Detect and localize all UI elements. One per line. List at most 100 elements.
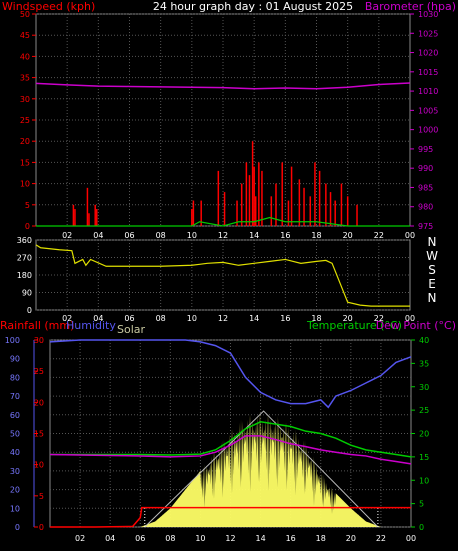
wind-x-tick-label: 16 — [280, 231, 290, 240]
bottom-x-tick-label: 06 — [135, 534, 145, 543]
humidity-y-tick-label: 20 — [10, 486, 20, 495]
wind-y-tick-label: 45 — [20, 31, 30, 40]
bottom-x-tick-label: 02 — [75, 534, 85, 543]
bottom-x-tick-label: 00 — [406, 534, 416, 543]
wind-direction-line — [35, 244, 410, 307]
wind-x-tick-label: 22 — [374, 231, 384, 240]
compass-letter: N — [428, 235, 437, 249]
barometer-y-tick-label: 995 — [418, 145, 433, 154]
wind-x-tick-label: 12 — [218, 231, 228, 240]
humidity-y-tick-label: 100 — [5, 336, 20, 345]
humidity-y-tick-label: 0 — [15, 523, 20, 532]
rain-y-tick-label: 20 — [34, 398, 44, 407]
wind-x-tick-label: 10 — [187, 231, 197, 240]
humidity-y-tick-label: 90 — [10, 355, 20, 364]
temperature-label: Temperature (°C) — [306, 319, 402, 332]
temperature-y-tick-label: 40 — [419, 336, 429, 345]
humidity-y-tick-label: 40 — [10, 448, 20, 457]
bottom-x-axis: 02 04 06 08 10 12 14 16 18 20 22 00 — [75, 534, 416, 543]
direction-x-tick-label: 10 — [187, 314, 197, 323]
direction-x-tick-label: 00 — [405, 314, 415, 323]
rain-y-tick-label: 0 — [39, 523, 44, 532]
barometer-y-tick-label: 990 — [418, 164, 433, 173]
temperature-y-tick-label: 10 — [419, 476, 429, 485]
temperature-y-tick-label: 15 — [419, 453, 429, 462]
dewpoint-label: Dew Point (°C) — [376, 319, 456, 332]
wind-y-tick-label: 40 — [20, 52, 30, 61]
rainfall-line — [50, 506, 411, 528]
temperature-y-tick-label: 30 — [419, 383, 429, 392]
wind-x-tick-label: 04 — [93, 231, 103, 240]
temperature-y-tick-label: 5 — [419, 500, 424, 509]
wind-x-tick-label: 18 — [311, 231, 321, 240]
wind-x-tick-label: 06 — [124, 231, 134, 240]
wind-series — [35, 82, 411, 227]
compass-letter: N — [428, 291, 437, 305]
direction-y-tick-label: 270 — [17, 254, 32, 263]
chart-title: 24 hour graph day : 01 August 2025 — [153, 0, 353, 13]
rain-y-tick-label: 5 — [39, 492, 44, 501]
temperature-y-tick-label: 20 — [419, 430, 429, 439]
direction-grid — [36, 239, 410, 311]
solar-series — [140, 410, 381, 528]
compass-letter: E — [428, 277, 436, 291]
bottom-x-tick-label: 18 — [316, 534, 326, 543]
bottom-x-tick-label: 08 — [165, 534, 175, 543]
rain-y-tick-label: 15 — [34, 430, 44, 439]
wind-x-tick-label: 00 — [405, 231, 415, 240]
dewpoint-line — [49, 435, 412, 465]
direction-x-tick-label: 04 — [93, 314, 103, 323]
barometer-y-tick-label: 1030 — [418, 10, 438, 19]
temp-humidity-chart: 0 10 20 30 40 50 60 70 80 90 100 0 5 10 15 20 25 30 0 5 10… — [5, 336, 429, 543]
wind-y-tick-label: 35 — [20, 74, 30, 83]
wind-y-tick-label: 10 — [20, 180, 30, 189]
humidity-label: Humidity — [66, 319, 116, 332]
humidity-y-tick-label: 80 — [10, 373, 20, 382]
rain-y-axis: 0 5 10 15 20 25 30 — [33, 336, 44, 532]
direction-x-tick-label: 20 — [343, 314, 353, 323]
humidity-y-axis: 0 10 20 30 40 50 60 70 80 90 100 — [5, 336, 20, 532]
barometer-label: Barometer (hpa) — [365, 0, 456, 13]
bottom-x-tick-label: 14 — [255, 534, 265, 543]
barometer-y-tick-label: 1010 — [418, 87, 438, 96]
direction-series — [35, 244, 410, 307]
barometer-y-tick-label: 1005 — [418, 106, 438, 115]
humidity-y-tick-label: 50 — [10, 430, 20, 439]
temperature-y-tick-label: 35 — [419, 359, 429, 368]
temperature-line — [50, 421, 412, 458]
bottom-x-tick-label: 12 — [225, 534, 235, 543]
wind-y-tick-label: 50 — [20, 10, 30, 19]
direction-x-tick-label: 02 — [62, 314, 72, 323]
direction-x-tick-label: 08 — [156, 314, 166, 323]
wind-y-tick-label: 0 — [25, 222, 30, 231]
humidity-y-tick-label: 30 — [10, 467, 20, 476]
bottom-x-tick-label: 10 — [195, 534, 205, 543]
direction-y-tick-label: 180 — [17, 271, 32, 280]
direction-x-tick-label: 16 — [280, 314, 290, 323]
temperature-y-tick-label: 25 — [419, 406, 429, 415]
wind-y-tick-label: 15 — [20, 158, 30, 167]
direction-x-axis: 02 04 06 08 10 12 14 16 18 20 22 00 — [62, 314, 415, 323]
wind-grid — [36, 13, 410, 227]
bottom-x-tick-label: 22 — [376, 534, 386, 543]
barometer-y-tick-label: 1025 — [418, 29, 438, 38]
humidity-y-tick-label: 60 — [10, 411, 20, 420]
temperature-y-axis: 0 5 10 15 20 25 30 35 40 — [411, 336, 429, 532]
direction-y-tick-label: 90 — [22, 289, 32, 298]
barometer-line — [35, 82, 411, 90]
barometer-y-tick-label: 1015 — [418, 68, 438, 77]
windspeed-label: Windspeed (kph) — [2, 0, 95, 13]
wind-y-tick-label: 20 — [20, 137, 30, 146]
solar-max-envelope — [144, 410, 379, 528]
barometer-y-tick-label: 985 — [418, 183, 433, 192]
rain-y-tick-label: 10 — [34, 461, 44, 470]
rain-label: Rainfall (mm) — [0, 319, 74, 332]
barometer-y-tick-label: 980 — [418, 203, 433, 212]
rain-y-tick-label: 30 — [34, 336, 44, 345]
wind-x-tick-label: 14 — [249, 231, 259, 240]
bottom-x-tick-label: 16 — [286, 534, 296, 543]
